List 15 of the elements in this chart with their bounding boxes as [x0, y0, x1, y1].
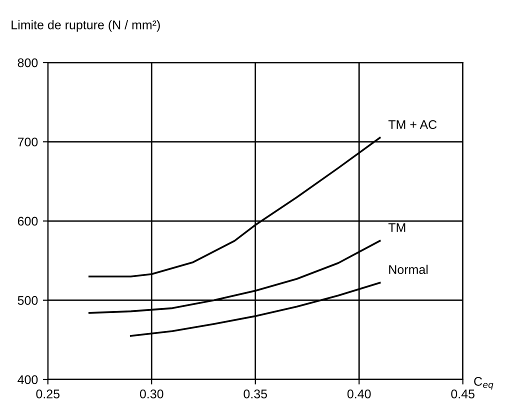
- y-tick-label: 400: [18, 375, 38, 384]
- x-tick-label: 0.25: [36, 390, 60, 398]
- series-label: Normal: [389, 264, 428, 274]
- y-tick-label: 600: [18, 216, 38, 226]
- x-tick-label: 0.40: [347, 390, 371, 398]
- x-axis-title: C$_{eq}$: [474, 376, 494, 390]
- series-label: TM: [388, 223, 406, 232]
- x-tick-label: 0.35: [244, 390, 267, 398]
- x-tick-label: 0.45: [451, 390, 474, 398]
- y-tick-label: 800: [18, 58, 38, 68]
- x-tick-label: 0.30: [140, 390, 164, 398]
- y-axis-title: Limite de rupture (N / mm²): [12, 20, 160, 32]
- series-label: TM + AC: [388, 120, 437, 130]
- y-tick-label: 500: [18, 296, 38, 305]
- y-tick-label: 700: [18, 138, 38, 146]
